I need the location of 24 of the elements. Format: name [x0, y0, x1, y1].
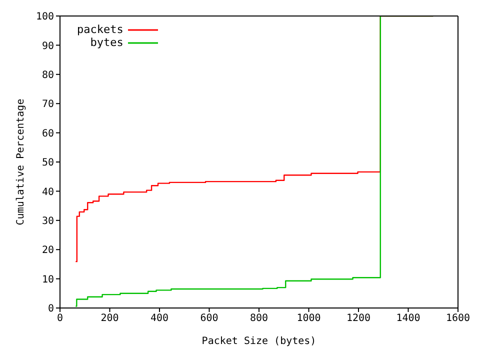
x-tick-label: 1600 — [446, 313, 470, 324]
x-tick-label: 400 — [150, 313, 169, 324]
y-tick-label: 20 — [42, 245, 54, 256]
x-tick-label: 1000 — [296, 313, 321, 324]
y-tick-label: 50 — [42, 158, 54, 169]
y-tick-label: 70 — [42, 99, 54, 110]
y-tick-label: 60 — [42, 128, 54, 140]
x-tick-label: 600 — [200, 313, 218, 324]
y-tick-label: 0 — [48, 304, 54, 315]
x-tick-label: 0 — [56, 313, 64, 324]
x-axis-title: Packet Size (bytes) — [202, 336, 316, 347]
y-tick-label: 90 — [42, 40, 54, 52]
x-tick-label: 1400 — [396, 313, 420, 324]
y-tick-label: 40 — [42, 186, 54, 198]
legend-label: packets — [77, 23, 124, 36]
x-tick-label: 800 — [250, 313, 268, 324]
y-tick-label: 100 — [36, 12, 54, 23]
y-tick-label: 80 — [42, 70, 54, 81]
y-tick-label: 30 — [42, 216, 54, 227]
x-tick-label: 200 — [100, 313, 119, 324]
x-tick-label: 1200 — [346, 313, 371, 324]
legend-label: bytes — [90, 36, 124, 49]
y-tick-label: 10 — [42, 274, 54, 286]
y-axis-title: Cumulative Percentage — [16, 98, 27, 226]
